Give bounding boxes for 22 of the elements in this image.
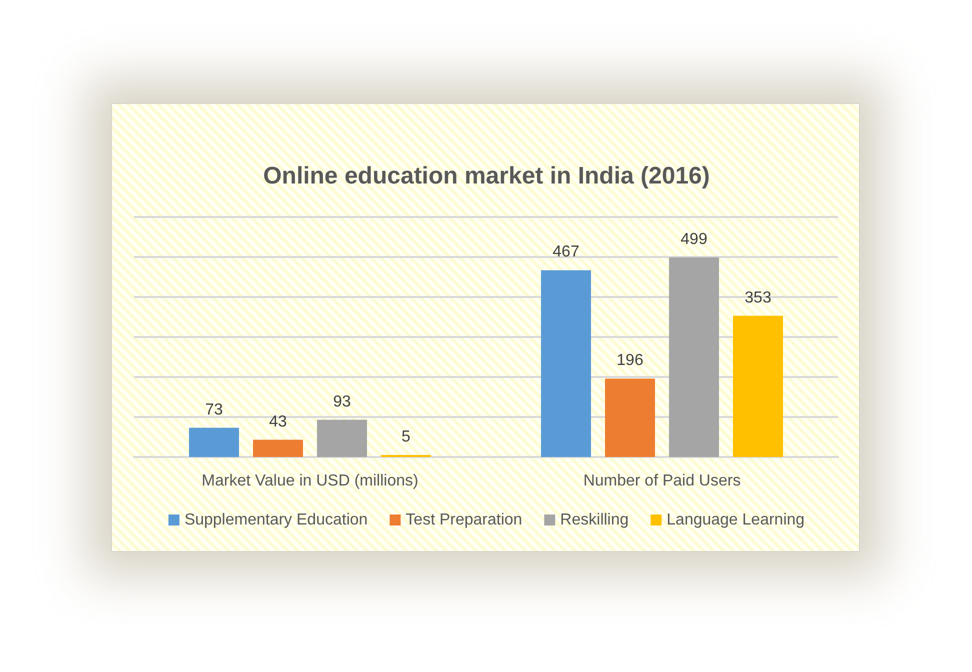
bar <box>605 378 655 457</box>
bar <box>669 257 719 457</box>
bar <box>317 420 367 457</box>
legend-label: Language Learning <box>666 512 805 528</box>
bar <box>541 270 591 457</box>
data-label: 196 <box>616 352 644 370</box>
data-label: 43 <box>269 413 287 430</box>
bar <box>189 428 239 457</box>
data-label: 467 <box>552 244 580 261</box>
data-label: 353 <box>744 289 772 306</box>
legend-label: Reskilling <box>560 512 629 528</box>
bar <box>253 440 303 457</box>
data-label: 73 <box>205 401 223 418</box>
legend-label: Supplementary Education <box>184 512 368 528</box>
legend-label: Test Preparation <box>406 512 522 528</box>
bar <box>733 316 783 457</box>
data-label: 93 <box>333 393 351 410</box>
chart-title: Online education market in India (2016) <box>263 162 710 190</box>
x-tick-label: Number of Paid Users <box>583 472 741 490</box>
x-tick-label: Market Value in USD (millions) <box>202 472 418 490</box>
data-label: 5 <box>402 428 411 446</box>
data-label: 499 <box>680 230 708 248</box>
